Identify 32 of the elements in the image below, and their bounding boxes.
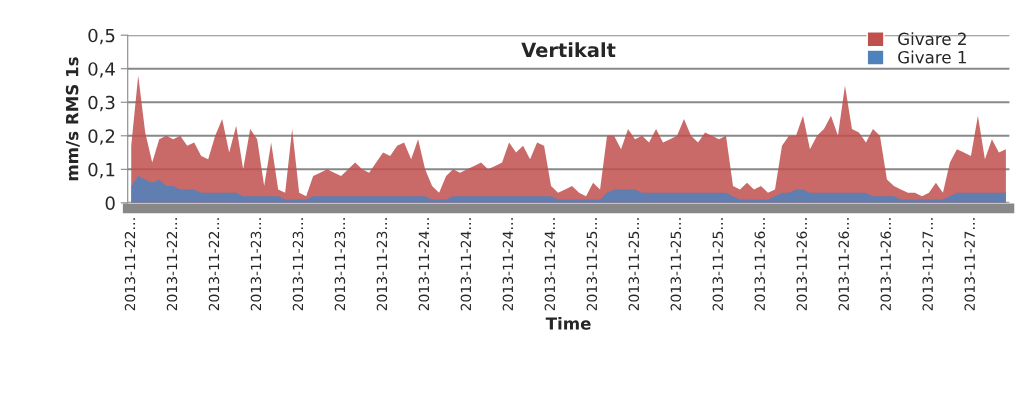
x-tick-label: 2013-11-25… <box>670 218 682 311</box>
x-tick-label: 2013-11-24… <box>460 218 472 311</box>
x-tick-label: 2013-11-25… <box>712 218 724 311</box>
y-tick-label: 0 <box>105 196 115 210</box>
x-tick-label: 2013-11-25… <box>628 218 640 311</box>
y-axis-title: mm/s RMS 1s <box>65 57 80 181</box>
x-tick-label: 2013-11-26… <box>880 218 891 311</box>
x-tick-label: 2013-11-23… <box>250 218 262 311</box>
x-tick-label: 2013-11-24… <box>502 218 514 311</box>
chart-title: Vertikalt <box>521 42 616 58</box>
x-tick-label: 2013-11-24… <box>418 218 430 311</box>
legend-label: Givare 1 <box>898 50 966 64</box>
x-tick-label: 2013-11-22… <box>166 218 178 311</box>
x-tick-label: 2013-11-26… <box>796 218 807 311</box>
x-tick-label: 2013-11-26… <box>754 218 766 311</box>
x-tick-label: 2013-11-24… <box>544 218 556 311</box>
x-axis-title: Time <box>545 316 591 330</box>
x-tick-label: 2013-11-23… <box>334 218 346 311</box>
y-tick-label: 0,4 <box>88 62 115 78</box>
y-tick-label: 0,3 <box>88 95 115 112</box>
x-tick-label: 2013-11-23… <box>292 218 304 311</box>
x-tick-label: 2013-11-27… <box>964 218 975 311</box>
x-tick-label: 2013-11-27… <box>922 218 933 311</box>
y-tick-label: 0,1 <box>88 162 115 179</box>
y-tick-label: 0,5 <box>88 28 115 45</box>
x-tick-label: 2013-11-22… <box>124 218 136 311</box>
y-tick-label: 0,2 <box>88 129 115 145</box>
legend-label: Givare 2 <box>898 32 966 46</box>
x-tick-label: 2013-11-25… <box>586 218 598 311</box>
x-tick-label: 2013-11-26… <box>838 218 849 311</box>
x-tick-label: 2013-11-22… <box>208 218 220 311</box>
x-tick-label: 2013-11-23… <box>376 218 388 311</box>
